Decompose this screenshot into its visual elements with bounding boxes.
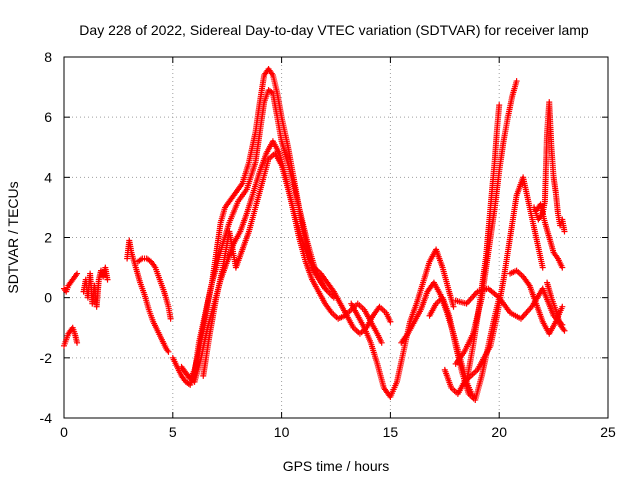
y-tick-label: 8	[44, 49, 52, 65]
x-tick-label: 10	[274, 424, 290, 440]
data-point	[378, 339, 385, 346]
data-point	[74, 339, 81, 346]
data-point	[387, 318, 394, 325]
chart-title: Day 228 of 2022, Sidereal Day-to-day VTE…	[79, 22, 589, 38]
data-marks	[61, 66, 568, 403]
x-tick-label: 20	[491, 424, 507, 440]
series-arc18	[531, 99, 568, 235]
series-arc4	[124, 237, 172, 355]
series-arc19	[533, 201, 566, 271]
y-tick-label: -2	[40, 350, 53, 366]
data-point	[74, 270, 81, 277]
series-arc3	[80, 264, 111, 310]
data-point	[165, 348, 172, 355]
data-point	[496, 102, 503, 109]
x-tick-label: 0	[60, 424, 68, 440]
series-arc10	[348, 246, 457, 400]
data-point	[539, 264, 546, 271]
y-tick-label: 6	[44, 109, 52, 125]
data-point	[513, 78, 520, 85]
x-tick-label: 15	[383, 424, 399, 440]
series-arc2	[61, 324, 81, 349]
y-axis-label: SDTVAR / TECUs	[5, 181, 21, 293]
y-tick-label: -4	[40, 410, 53, 426]
data-point	[450, 303, 457, 310]
series-arc20	[544, 279, 568, 334]
x-axis-label: GPS time / hours	[283, 458, 390, 474]
series-arc9	[200, 150, 394, 379]
series-arc1	[61, 270, 81, 295]
data-point	[104, 276, 111, 283]
x-tick-label: 25	[600, 424, 616, 440]
series-arc17	[507, 267, 566, 337]
axis-ticks: 0 5 10 15 20 25 -4 -2 0 2 4 6 8	[40, 49, 616, 440]
data-point	[561, 228, 568, 235]
data-point	[561, 327, 568, 334]
data-point	[167, 315, 174, 322]
y-tick-label: 2	[44, 230, 52, 246]
y-tick-label: 0	[44, 290, 52, 306]
series-arc16	[452, 285, 566, 328]
series-arc15	[463, 102, 503, 385]
x-tick-label: 5	[169, 424, 177, 440]
series-arc5	[134, 255, 174, 322]
data-point	[559, 303, 566, 310]
data-point	[559, 264, 566, 271]
y-tick-label: 4	[44, 169, 52, 185]
